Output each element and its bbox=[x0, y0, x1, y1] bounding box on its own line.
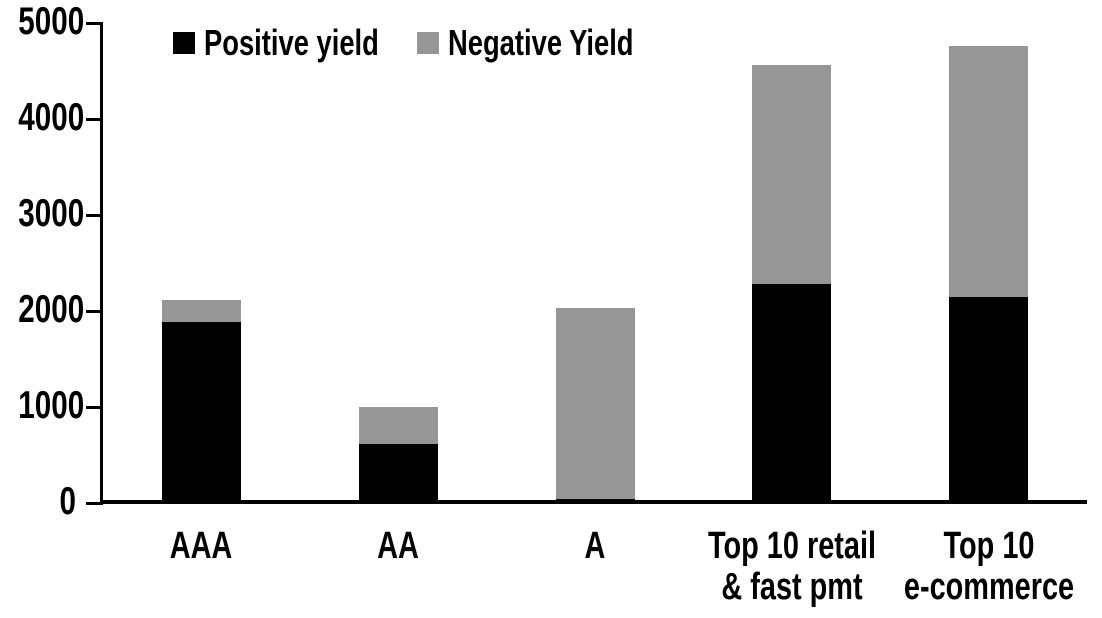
bar-segment-negative-yield bbox=[162, 299, 241, 322]
legend-item-negative-yield: Negative Yield bbox=[417, 23, 692, 63]
bar-segment-negative-yield bbox=[556, 308, 635, 500]
x-category-label: AA bbox=[377, 525, 419, 567]
x-category-label: AAA bbox=[169, 525, 233, 567]
y-tick-mark bbox=[86, 214, 103, 217]
y-tick-mark bbox=[86, 118, 103, 121]
y-tick-label: 3000 bbox=[18, 192, 85, 235]
legend-item-positive-yield: Positive yield bbox=[173, 23, 434, 63]
bar-segment-positive-yield bbox=[752, 284, 831, 504]
x-category-label: Top 10 retail & fast pmt bbox=[708, 525, 876, 608]
negative-yield-swatch-icon bbox=[417, 32, 439, 54]
x-axis-line bbox=[100, 500, 1087, 504]
y-tick-label: 5000 bbox=[18, 0, 85, 43]
x-category-label: A bbox=[584, 525, 606, 567]
positive-yield-swatch-icon bbox=[173, 32, 195, 54]
bar-segment-negative-yield bbox=[949, 46, 1028, 297]
bar-segment-negative-yield bbox=[359, 407, 438, 444]
y-axis-line bbox=[100, 23, 103, 504]
y-tick-label: 1000 bbox=[18, 384, 85, 427]
y-tick-label: 2000 bbox=[18, 288, 85, 331]
legend-label-positive-yield: Positive yield bbox=[204, 22, 379, 63]
bar-segment-positive-yield bbox=[162, 321, 241, 504]
legend-label-negative-yield: Negative Yield bbox=[448, 22, 634, 63]
bar-segment-positive-yield bbox=[949, 296, 1028, 504]
x-category-label: Top 10 e-commerce bbox=[903, 525, 1075, 608]
y-tick-mark bbox=[86, 22, 103, 25]
bar-segment-positive-yield bbox=[359, 443, 438, 504]
bar-segment-negative-yield bbox=[752, 65, 831, 285]
y-tick-label: 0 bbox=[59, 480, 76, 523]
y-tick-label: 4000 bbox=[18, 96, 85, 139]
y-tick-mark bbox=[86, 406, 103, 409]
y-tick-mark bbox=[86, 310, 103, 313]
y-tick-mark bbox=[86, 502, 103, 505]
